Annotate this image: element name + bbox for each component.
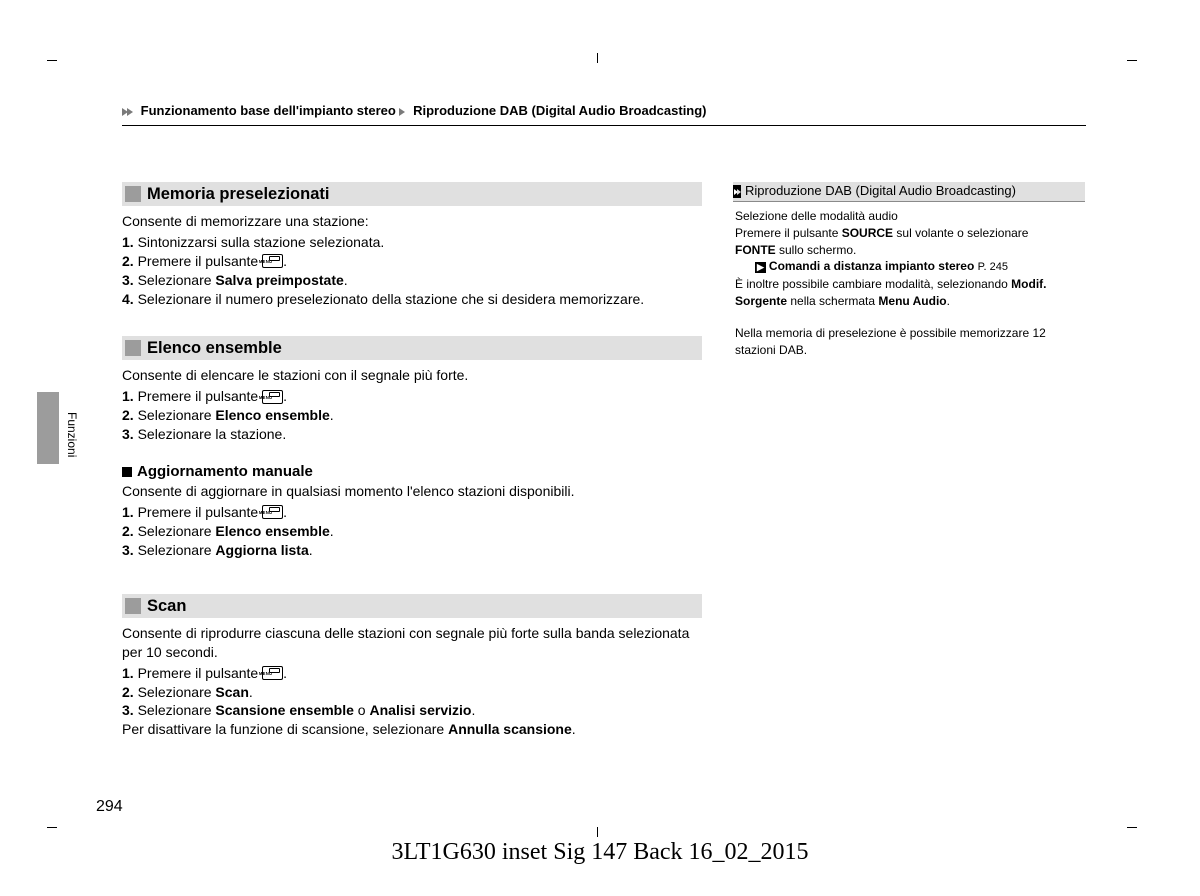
step: 2. Selezionare Scan. [122, 683, 702, 702]
main-column: Memoria preselezionati Consente di memor… [122, 182, 702, 739]
section-title: Scan [147, 595, 186, 617]
subsection-title: Aggiornamento manuale [137, 463, 313, 480]
cross-reference: ▶Comandi a distanza impianto stereo P. 2… [735, 258, 1083, 275]
step: 3. Selezionare Salva preimpostate. [122, 271, 702, 290]
step: 3. Selezionare Aggiorna lista. [122, 541, 702, 560]
chevron-right-icon [399, 108, 405, 116]
xref-icon: ▶ [755, 262, 766, 273]
breadcrumb-seg1: Funzionamento base dell'impianto stereo [141, 103, 396, 118]
breadcrumb: Funzionamento base dell'impianto stereo … [122, 103, 1086, 126]
section-header-scan: Scan [122, 594, 702, 618]
sidebar-header: Riproduzione DAB (Digital Audio Broadcas… [733, 182, 1085, 202]
chevron-right-icon [127, 108, 133, 116]
subsection-header: Aggiornamento manuale [122, 462, 702, 482]
step: 1. Premere il pulsante MENU. [122, 503, 702, 522]
section-intro: Consente di riprodurre ciascuna delle st… [122, 624, 702, 662]
menu-button-icon: MENU [262, 666, 283, 680]
step: 4. Selezionare il numero preselezionato … [122, 290, 702, 309]
section-note: Per disattivare la funzione di scansione… [122, 720, 702, 739]
square-bullet-icon [122, 467, 132, 477]
step: 2. Selezionare Elenco ensemble. [122, 522, 702, 541]
section-intro: Consente di memorizzare una stazione: [122, 212, 702, 231]
breadcrumb-seg2: Riproduzione DAB (Digital Audio Broadcas… [413, 103, 706, 118]
step: 1. Premere il pulsante MENU. [122, 387, 702, 406]
section-marker-icon [125, 340, 141, 356]
sidebar-text: È inoltre possibile cambiare modalità, s… [735, 276, 1083, 310]
step: 3. Selezionare la stazione. [122, 425, 702, 444]
right-column: Riproduzione DAB (Digital Audio Broadcas… [733, 182, 1085, 359]
menu-button-icon: MENU [262, 505, 283, 519]
subsection-intro: Consente di aggiornare in qualsiasi mome… [122, 482, 702, 501]
step: 2. Selezionare Elenco ensemble. [122, 406, 702, 425]
section-marker-icon [125, 598, 141, 614]
side-tab [37, 392, 59, 464]
section-marker-icon [125, 186, 141, 202]
sidebar-body: Selezione delle modalità audio Premere i… [733, 202, 1085, 359]
menu-button-icon: MENU [262, 390, 283, 404]
section-intro: Consente di elencare le stazioni con il … [122, 366, 702, 385]
step: 3. Selezionare Scansione ensemble o Anal… [122, 701, 702, 720]
side-tab-label: Funzioni [65, 412, 79, 457]
double-chevron-icon [733, 185, 741, 198]
sidebar-text: Premere il pulsante SOURCE sul volante o… [735, 225, 1083, 242]
section-header-preset: Memoria preselezionati [122, 182, 702, 206]
section-title: Memoria preselezionati [147, 183, 329, 205]
step: 1. Sintonizzarsi sulla stazione selezion… [122, 233, 702, 252]
sidebar-text: FONTE sullo schermo. [735, 242, 1083, 259]
footer-text: 3LT1G630 inset Sig 147 Back 16_02_2015 [0, 839, 1200, 866]
page-number: 294 [96, 798, 123, 816]
section-title: Elenco ensemble [147, 337, 282, 359]
sidebar-title: Riproduzione DAB (Digital Audio Broadcas… [745, 182, 1016, 200]
menu-button-icon: MENU [262, 254, 283, 268]
sidebar-text: Nella memoria di preselezione è possibil… [735, 325, 1083, 359]
section-header-ensemble: Elenco ensemble [122, 336, 702, 360]
step: 2. Premere il pulsante MENU. [122, 252, 702, 271]
step: 1. Premere il pulsante MENU. [122, 664, 702, 683]
sidebar-text: Selezione delle modalità audio [735, 208, 1083, 225]
